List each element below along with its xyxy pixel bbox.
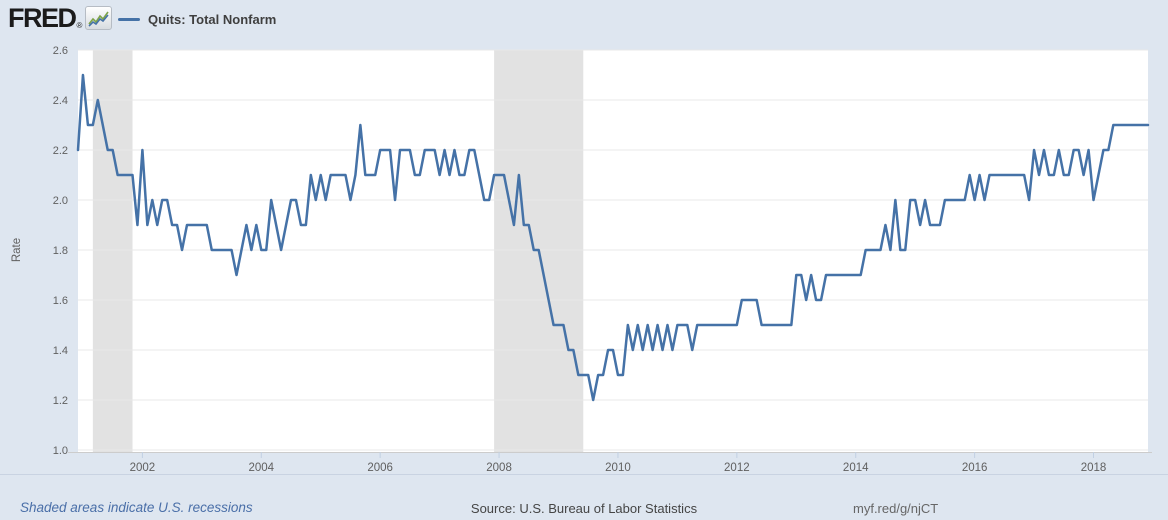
y-axis-title: Rate — [11, 238, 23, 262]
y-axis-tick-label: 2.0 — [53, 195, 68, 207]
x-axis-tick-label: 2012 — [724, 462, 750, 474]
data-source-text: Source: U.S. Bureau of Labor Statistics — [470, 501, 698, 516]
x-axis-tick-label: 2010 — [605, 462, 631, 474]
chart-plot-region[interactable]: 1.0 1.2 1.4 1.6 1.8 2.0 2.2 2.4 2.6 2002 2004 2006 2… — [0, 38, 1168, 483]
y-axis-tick-label: 1.2 — [53, 395, 68, 407]
recession-band — [92, 50, 133, 452]
x-axis-tick-label: 2016 — [962, 462, 988, 474]
footer-divider — [0, 474, 1168, 475]
x-axis-tick-label: 2014 — [843, 462, 869, 474]
series-legend-label[interactable]: Quits: Total Nonfarm — [148, 11, 277, 27]
y-axis-tick-label: 1.8 — [53, 245, 68, 257]
series-legend: Quits: Total Nonfarm — [118, 0, 276, 38]
y-axis-tick-label: 1.0 — [53, 445, 68, 457]
fred-logo-text: FRED — [8, 3, 77, 33]
recession-shading-note[interactable]: Shaded areas indicate U.S. recessions — [20, 500, 253, 515]
registered-trademark: ® — [76, 21, 83, 30]
header: FRED ® Quits: Total Nonfarm — [0, 0, 1168, 38]
fred-short-link[interactable]: myf.red/g/njCT — [853, 501, 939, 516]
fred-sparkline-icon — [85, 6, 113, 30]
plot-area — [78, 50, 1148, 452]
x-axis-tick-label: 2018 — [1081, 462, 1107, 474]
y-axis-tick-label: 2.2 — [53, 145, 68, 157]
y-axis-tick-label: 2.6 — [53, 45, 68, 57]
y-axis-tick-label: 2.4 — [53, 95, 68, 107]
fred-logo[interactable]: FRED ® — [8, 3, 113, 33]
data-line-quits-total-nonfarm[interactable] — [76, 73, 1150, 402]
y-axis-tick-label: 1.4 — [53, 345, 68, 357]
x-axis-tick-label: 2008 — [486, 462, 512, 474]
x-axis-tick-label: 2006 — [367, 462, 393, 474]
x-axis-tick-label: 2002 — [130, 462, 156, 474]
x-axis-tick-label: 2004 — [248, 462, 274, 474]
y-axis-tick-label: 1.6 — [53, 295, 68, 307]
series-line-swatch — [118, 17, 140, 21]
